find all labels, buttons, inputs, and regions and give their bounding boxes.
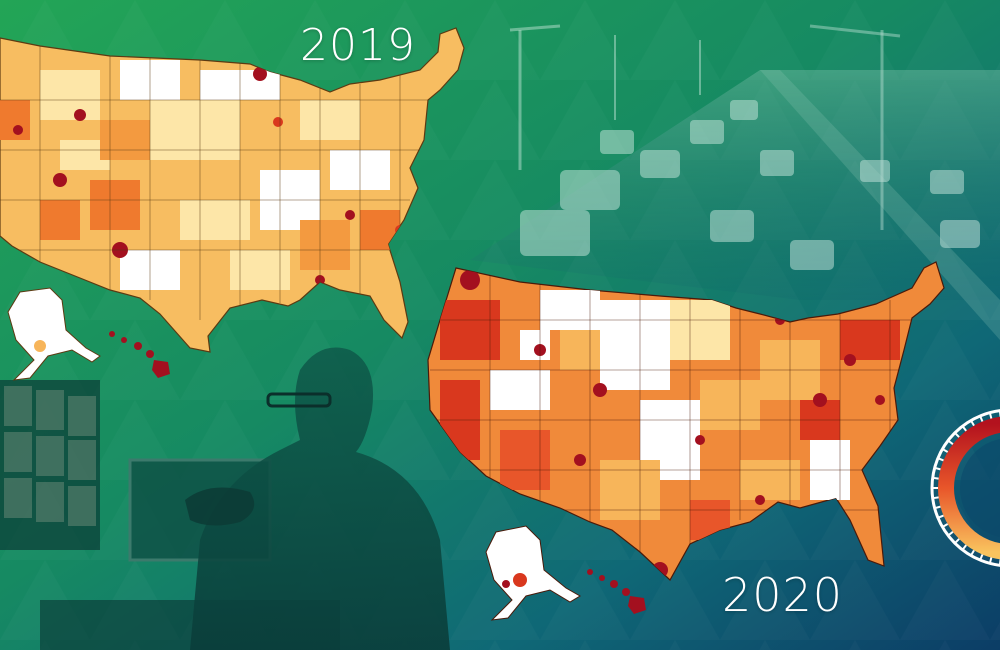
gauge-tick: [961, 425, 967, 432]
map-2019-year-label: 2019: [300, 20, 416, 71]
gauge-tick: [954, 432, 960, 438]
gauge-tick: [979, 554, 984, 561]
hawaii-2020: [587, 569, 646, 614]
gauge-dial: [930, 409, 1000, 567]
gauge-tick: [934, 466, 941, 471]
gauge-tick: [947, 439, 954, 445]
gauge-tick: [961, 544, 967, 551]
gauge-tick: [941, 523, 949, 528]
alaska-2020: [485, 525, 581, 621]
hawaii-2019: [109, 331, 170, 378]
state-borders-2019: [0, 40, 440, 320]
gauge-tick: [937, 514, 944, 519]
map-2020-year-label: 2020: [722, 568, 844, 622]
state-borders-2020: [430, 270, 940, 560]
gauge-tick: [941, 448, 949, 453]
gauge-tick: [934, 505, 941, 510]
gauge-tick: [970, 549, 975, 557]
alaska-2019: [7, 287, 101, 381]
highway-traffic-photo: [470, 24, 1000, 340]
gauge-tick: [937, 457, 944, 462]
gauge-tick: [947, 531, 954, 537]
gauge-tick: [932, 496, 939, 500]
us-county-map-2020: [427, 261, 945, 621]
gauge-tick: [970, 419, 975, 427]
gauge-tick: [932, 476, 939, 480]
gauge-tick: [954, 538, 960, 544]
gauge-tick: [979, 415, 984, 422]
gauge-tick: [988, 412, 993, 419]
remote-worker-photo: [0, 347, 450, 650]
gauge-tick: [988, 557, 993, 564]
